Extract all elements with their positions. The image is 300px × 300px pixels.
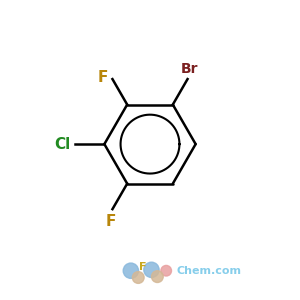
Text: Br: Br: [180, 61, 198, 76]
Text: F: F: [98, 70, 108, 85]
Circle shape: [132, 272, 144, 284]
Circle shape: [123, 263, 139, 278]
Circle shape: [161, 266, 172, 276]
Circle shape: [144, 262, 159, 278]
Text: F: F: [106, 214, 116, 229]
Text: Cl: Cl: [54, 136, 70, 152]
Circle shape: [152, 271, 163, 283]
Text: F: F: [139, 262, 146, 272]
Text: Chem.com: Chem.com: [176, 266, 242, 276]
